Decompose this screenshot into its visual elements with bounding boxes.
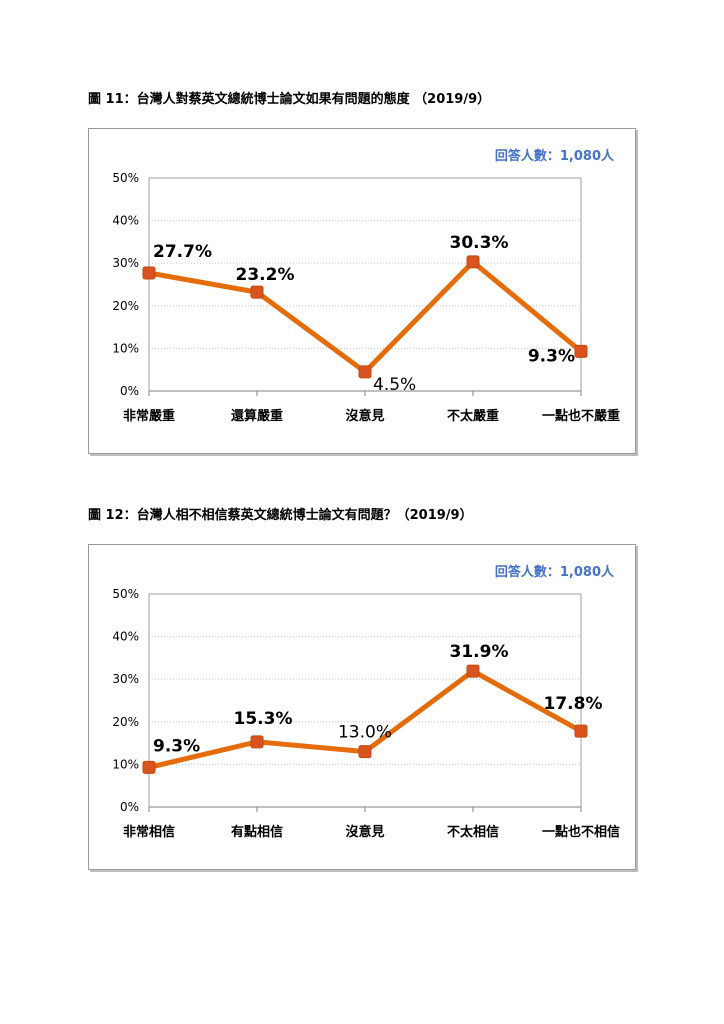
respondent-count: 回答人數：1,080人 [495,148,615,164]
category-label: 一點也不相信 [542,824,620,840]
chart-11-frame: 回答人數：1,080人 0% 10% 20% 30% 40% 50% 非常嚴重 還算嚴重 沒意見… [88,128,636,454]
y-tick-label: 50% [112,171,139,185]
y-tick-label: 10% [112,341,139,355]
data-label: 27.7% [153,242,212,262]
data-point-marker [574,724,588,738]
y-tick-label: 40% [112,214,139,228]
data-label: 31.9% [450,642,509,662]
data-point-marker [358,745,372,759]
data-point-marker [358,365,372,379]
y-tick-label: 0% [120,800,139,814]
chart-12-frame: 回答人數：1,080人 0% 10% 20% 30% 40% 50% 非常相信 有點相信 沒意見… [88,544,636,870]
data-label: 30.3% [450,233,509,253]
category-label: 有點相信 [231,824,283,840]
series-line [148,259,583,375]
data-point-marker [574,344,588,358]
data-label: 15.3% [234,709,293,729]
y-tick-label: 30% [112,672,139,686]
category-label: 沒意見 [345,824,384,840]
data-label: 17.8% [544,694,603,714]
data-label: 4.5% [373,375,416,395]
y-tick-label: 40% [112,630,139,644]
category-label: 不太相信 [447,824,499,840]
y-tick-label: 50% [112,587,139,601]
data-point-marker [142,760,156,774]
figure-12-title: 圖 12：台灣人相不相信蔡英文總統博士論文有問題？（2019/9） [88,508,473,523]
category-label: 非常嚴重 [123,408,175,424]
y-tick-label: 30% [112,256,139,270]
data-point-marker [466,664,480,678]
data-label: 23.2% [236,265,295,285]
category-label: 還算嚴重 [231,408,283,424]
chart-11: 回答人數：1,080人 0% 10% 20% 30% 40% 50% 非常嚴重 還算嚴重 沒意見… [112,148,620,424]
chart-12: 回答人數：1,080人 0% 10% 20% 30% 40% 50% 非常相信 有點相信 沒意見… [112,564,620,840]
y-tick-label: 10% [112,757,139,771]
data-label: 9.3% [153,736,200,756]
y-tick-label: 20% [112,299,139,313]
respondent-count: 回答人數：1,080人 [495,564,615,580]
category-label: 非常相信 [123,824,175,840]
data-point-marker [250,285,264,299]
data-label: 9.3% [528,346,575,366]
data-label: 13.0% [338,723,392,743]
figure-11-title: 圖 11：台灣人對蔡英文總統博士論文如果有問題的態度 （2019/9） [88,92,491,107]
data-point-marker [142,266,156,280]
y-tick-label: 20% [112,715,139,729]
plot-area [148,593,582,808]
category-label: 沒意見 [345,408,384,424]
data-point-marker [250,735,264,749]
category-label: 不太嚴重 [447,408,499,424]
y-tick-label: 0% [120,384,139,398]
category-label: 一點也不嚴重 [542,408,620,424]
data-point-marker [466,255,480,269]
